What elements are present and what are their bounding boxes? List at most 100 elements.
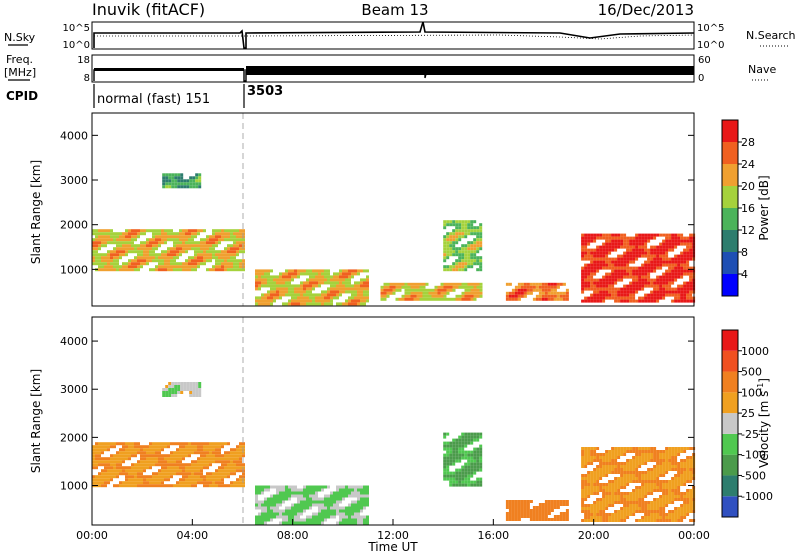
- date-title: 16/Dec/2013: [598, 1, 694, 19]
- echo-region: [581, 233, 696, 303]
- colorbar-cell: [722, 142, 738, 164]
- x-tick-label: 20:00: [578, 529, 610, 542]
- echo-region: [162, 173, 202, 189]
- echo-region: [92, 229, 245, 272]
- x-tick-label: 04:00: [176, 529, 208, 542]
- y-tick-label: 2000: [60, 431, 88, 444]
- power-panel: 1000 2000 3000 4000 Slant Range [km]: [29, 112, 696, 307]
- colorbar-tick-label: 100: [741, 386, 762, 399]
- x-tick-label: 08:00: [277, 529, 309, 542]
- colorbar-cell: [722, 392, 738, 414]
- nsky-trace: [93, 21, 695, 49]
- x-axis-label: Time UT: [367, 540, 418, 554]
- station-title: Inuvik (fitACF): [92, 0, 205, 19]
- freq-tick-top: 18: [77, 55, 90, 66]
- echo-region: [255, 269, 369, 306]
- freq-tick-bottom: 8: [84, 73, 90, 84]
- y-tick-label: 1000: [60, 480, 88, 493]
- y-tick-label: 1000: [60, 263, 88, 276]
- colorbar-cell: [722, 413, 738, 434]
- colorbar-tick-label: -100: [741, 449, 766, 462]
- cpid-label: CPID: [6, 89, 38, 103]
- velocity-x-axis: 00:00 04:00 08:00 12:00 16:00 20:00 00:00: [76, 519, 710, 542]
- nsearch-tick-bottom: 10^0: [697, 40, 724, 51]
- colorbar-cell: [722, 433, 738, 455]
- colorbar-tick-label: 24: [741, 158, 755, 171]
- colorbar-tick-label: 1000: [741, 345, 769, 358]
- echo-region: [162, 382, 202, 397]
- velocity-echoes: [92, 382, 696, 525]
- nsky-label: N.Sky: [4, 31, 36, 44]
- colorbar-cell: [722, 164, 738, 186]
- colorbar-tick-label: -25: [741, 428, 759, 441]
- nave-trace-band: [246, 66, 694, 75]
- nsky-tick-top: 10^5: [63, 23, 90, 34]
- x-tick-label: 00:00: [76, 529, 108, 542]
- echo-region: [380, 282, 483, 301]
- colorbar-tick-label: 12: [741, 224, 755, 237]
- echo-region: [443, 432, 483, 487]
- colorbar-cell: [722, 475, 738, 497]
- cpid-row: CPID normal (fast) 151 3503: [6, 84, 283, 108]
- y-tick-label: 4000: [60, 129, 88, 142]
- echo-region: [505, 282, 569, 301]
- freq-unit: [MHz]: [4, 66, 36, 79]
- colorbar-tick-label: 500: [741, 366, 762, 379]
- colorbar-cell: [722, 350, 738, 372]
- echo-region: [92, 442, 245, 488]
- nsky-tick-bottom: 10^0: [63, 40, 90, 51]
- colorbar-cell: [722, 120, 738, 142]
- colorbar-tick-label: 4: [741, 268, 748, 281]
- cpid-segment-2: 3503: [247, 84, 283, 99]
- freq-label: Freq.: [6, 53, 33, 66]
- nave-label: Nave: [748, 63, 776, 76]
- velocity-y-label: Slant Range [km]: [29, 369, 43, 473]
- power-frame: [91, 112, 695, 307]
- power-colorbar-label: Power [dB]: [757, 175, 771, 240]
- x-tick-label: 16:00: [477, 529, 509, 542]
- cpid-segment-1: normal (fast) 151: [97, 92, 210, 107]
- colorbar-cell: [722, 230, 738, 252]
- colorbar-tick-label: 16: [741, 202, 755, 215]
- colorbar-cell: [722, 454, 738, 476]
- velocity-panel: 1000 2000 3000 4000 00:00 04:00 08:00 12:00 16:…: [29, 316, 710, 554]
- velocity-colorbar-label-end: ]: [757, 378, 771, 383]
- nave-tick-bottom: 0: [698, 73, 704, 84]
- velocity-colorbar-label-main: Velocity [m s: [757, 391, 771, 468]
- colorbar-tick-label: 25: [741, 407, 755, 420]
- x-tick-label: 12:00: [377, 529, 409, 542]
- power-echoes: [92, 173, 696, 306]
- echo-region: [443, 220, 483, 272]
- nsearch-label: N.Search: [746, 29, 796, 42]
- colorbar-tick-label: 20: [741, 180, 755, 193]
- colorbar-cell: [722, 371, 738, 393]
- x-tick-label: 00:00: [678, 529, 710, 542]
- velocity-y-axis: 1000 2000 3000 4000: [60, 335, 694, 493]
- colorbar-tick-label: 8: [741, 246, 748, 259]
- y-tick-label: 3000: [60, 174, 88, 187]
- nsky-panel: N.Sky 10^5 10^0 10^5 10^0 N.Search: [4, 21, 796, 51]
- y-tick-label: 2000: [60, 219, 88, 232]
- colorbar-cell: [722, 252, 738, 274]
- beam-title: Beam 13: [361, 1, 428, 19]
- colorbar-cell: [722, 208, 738, 230]
- velocity-colorbar: 1000 500 100 25 -25 -100 -500 -1000 Velocity [m…: [721, 329, 773, 518]
- colorbar-tick-label: -500: [741, 469, 766, 482]
- echo-region: [505, 500, 569, 521]
- colorbar-tick-label: -1000: [741, 490, 773, 503]
- nsearch-tick-top: 10^5: [697, 23, 724, 34]
- echo-region: [255, 485, 369, 525]
- colorbar-tick-label: 28: [741, 136, 755, 149]
- y-tick-label: 4000: [60, 335, 88, 348]
- echo-region: [581, 447, 696, 522]
- power-y-label: Slant Range [km]: [29, 160, 43, 264]
- colorbar-cell: [722, 274, 738, 296]
- colorbar-cell: [722, 186, 738, 208]
- nave-tick-top: 60: [698, 55, 711, 66]
- nsearch-trace: [94, 34, 695, 40]
- colorbar-cell: [722, 330, 738, 351]
- colorbar-cell: [722, 496, 738, 517]
- y-tick-label: 3000: [60, 383, 88, 396]
- velocity-colorbar-label-sup: -1: [756, 383, 765, 391]
